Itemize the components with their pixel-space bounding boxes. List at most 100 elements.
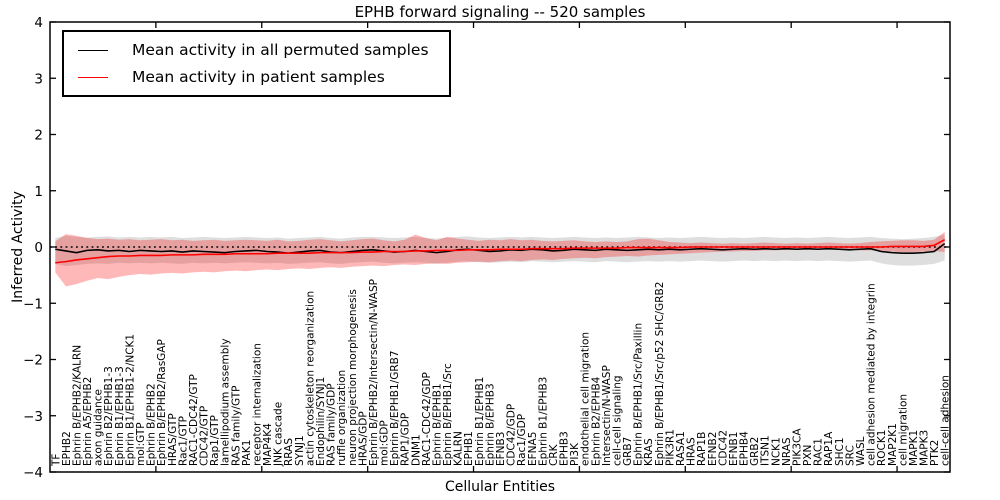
- entity-label: cell-cell signaling: [612, 375, 624, 466]
- entity-label: DNM1: [410, 434, 422, 466]
- entity-label: PTK2: [929, 440, 941, 466]
- legend-label: Mean activity in all permuted samples: [132, 41, 429, 59]
- entity-label: HRAS: [686, 437, 698, 466]
- entity-label: Ephrin B1/EPHB1-3: [114, 366, 126, 466]
- y-tick-label: 4: [34, 15, 43, 31]
- entity-label: EPHB4: [739, 431, 751, 466]
- entity-label: Ephrin B/EPHB1/Src/Paxillin: [633, 323, 645, 466]
- entity-label: Ephrin B/EPHB1/GRB7: [389, 350, 401, 466]
- entity-label: NRAS: [781, 437, 793, 466]
- entity-label: receptor internalization: [252, 343, 264, 466]
- entity-label: HRAS/GDP: [357, 411, 369, 466]
- entity-label: SYNJ1: [294, 435, 306, 466]
- entity-label: SRC: [844, 445, 856, 466]
- entity-label: PI3K: [569, 442, 581, 466]
- entity-label: MAP2K1: [887, 423, 899, 466]
- entity-label: cell-cell adhesion: [940, 375, 952, 466]
- entity-label: Ephrin B/EPHB1/Src: [442, 363, 454, 466]
- entity-label: CDC42: [717, 430, 729, 466]
- entity-label: cell adhesion mediated by integrin: [866, 283, 878, 466]
- entity-label: RAS family/GTP: [230, 385, 242, 466]
- y-axis-label: Inferred Activity: [10, 191, 26, 303]
- y-tick-label: 1: [34, 184, 43, 200]
- band-patient: [55, 231, 945, 287]
- entity-label: Ephrin B/EPHB1/Src/p52 SHC/GRB2: [654, 282, 666, 466]
- entity-label: GRB2: [749, 437, 761, 466]
- entity-label: GRB7: [622, 437, 634, 466]
- entity-label: PAK1: [241, 440, 253, 466]
- entity-label: HRAS/GTP: [167, 413, 179, 466]
- entity-label: CDC42/GDP: [506, 404, 518, 466]
- entity-label: Endophilin/SYNJ1: [315, 377, 327, 466]
- entity-label: mol:GTP: [135, 422, 147, 466]
- entity-label: lamellipodium assembly: [220, 338, 232, 466]
- entity-label: Ephrin B1/EPHB3: [537, 377, 549, 466]
- entity-label: EPHB2: [61, 431, 73, 466]
- legend-line-red: [78, 76, 108, 78]
- entity-label: EFNB1: [728, 432, 740, 466]
- entity-label: PXN: [802, 445, 814, 466]
- entity-label: NCK1: [770, 437, 782, 466]
- entity-label: RAC1-CDC42/GTP: [188, 374, 200, 466]
- y-tick-label: −4: [23, 465, 43, 481]
- legend-item-patient: Mean activity in patient samples: [78, 68, 429, 86]
- entity-label: EFNB2: [707, 432, 719, 466]
- series-patient-line: [55, 238, 946, 264]
- entity-label: RAC1: [813, 438, 825, 466]
- entity-label: Ephrin B1/EPHB1-2/NCK1: [124, 334, 136, 466]
- entity-label: mol:GDP: [379, 420, 391, 466]
- entity-label: KALRN: [453, 431, 465, 466]
- entity-label: RAP1B: [696, 432, 708, 466]
- entity-label: EFNB3: [495, 432, 507, 466]
- entity-label: WASL: [855, 436, 867, 466]
- entity-label: Rap1/GTP: [209, 415, 221, 466]
- entity-label: Ephrin B/EPHB2/Intersectin/N-WASP: [368, 279, 380, 466]
- entity-label: Ephrin B/EPHB3: [484, 383, 496, 466]
- entity-label: PIK3CA: [792, 428, 804, 466]
- entity-label: RASA1: [675, 431, 687, 466]
- y-tick-label: −3: [23, 409, 43, 425]
- entity-label: ruffle organization: [336, 370, 348, 466]
- entity-label: axon guidance: [93, 389, 105, 466]
- entity-label: Ephrin B2/EPHB1-3: [103, 366, 115, 466]
- entity-label: RAP1/GDP: [400, 413, 412, 466]
- legend-item-permuted: Mean activity in all permuted samples: [78, 41, 429, 59]
- entity-label: CRK: [548, 443, 560, 466]
- entity-label: ROCK1: [876, 430, 888, 466]
- entity-label: Intersectin/N-WASP: [601, 365, 613, 466]
- y-tick-label: 0: [34, 240, 43, 256]
- x-axis-label: Cellular Entities: [444, 479, 556, 495]
- entity-label: CDC42/GTP: [199, 406, 211, 466]
- legend-line-black: [78, 49, 108, 51]
- entity-label: Ephrin B/EPHB1: [432, 383, 444, 466]
- entity-label: neuron projection morphogenesis: [347, 289, 359, 466]
- entity-label: RRAS: [283, 438, 295, 466]
- entity-label: TF: [50, 454, 62, 467]
- entity-label: SHC1: [834, 437, 846, 466]
- legend-label: Mean activity in patient samples: [132, 68, 385, 86]
- legend: Mean activity in all permuted samples Me…: [62, 30, 451, 97]
- entity-label: Ephrin B1/EPHB1: [474, 377, 486, 466]
- entity-label: EPHB3: [559, 431, 571, 466]
- entity-label: RAS family/GDP: [326, 383, 338, 466]
- y-tick-label: 3: [34, 71, 43, 87]
- entity-label: MAP4K4: [262, 423, 274, 466]
- entity-label: Ephrin B/EPHB2: [146, 383, 158, 466]
- entity-label: PIK3R1: [664, 429, 676, 466]
- entity-label: RAC1-CDC42/GDP: [421, 372, 433, 466]
- entity-label: ITSN1: [760, 435, 772, 466]
- entity-label: Rac1/GTP: [177, 416, 189, 466]
- y-tick-label: −2: [23, 353, 43, 369]
- entity-label: EPHB1: [463, 431, 475, 466]
- entity-label: Ephrin B/EPHB2/KALRN: [72, 345, 84, 466]
- entity-label: actin cytoskeleton reorganization: [304, 291, 316, 466]
- entity-label: MAPK1: [908, 430, 920, 466]
- series-permuted-line: [55, 242, 946, 254]
- entity-label: cell migration: [897, 394, 909, 466]
- entity-label: Ephrin B2/EPHB4: [590, 376, 602, 466]
- entity-label: RAP1A: [823, 431, 835, 466]
- entity-label: MAPK3: [919, 430, 931, 466]
- entity-label: Ephrin A5/EPHB2: [82, 377, 94, 466]
